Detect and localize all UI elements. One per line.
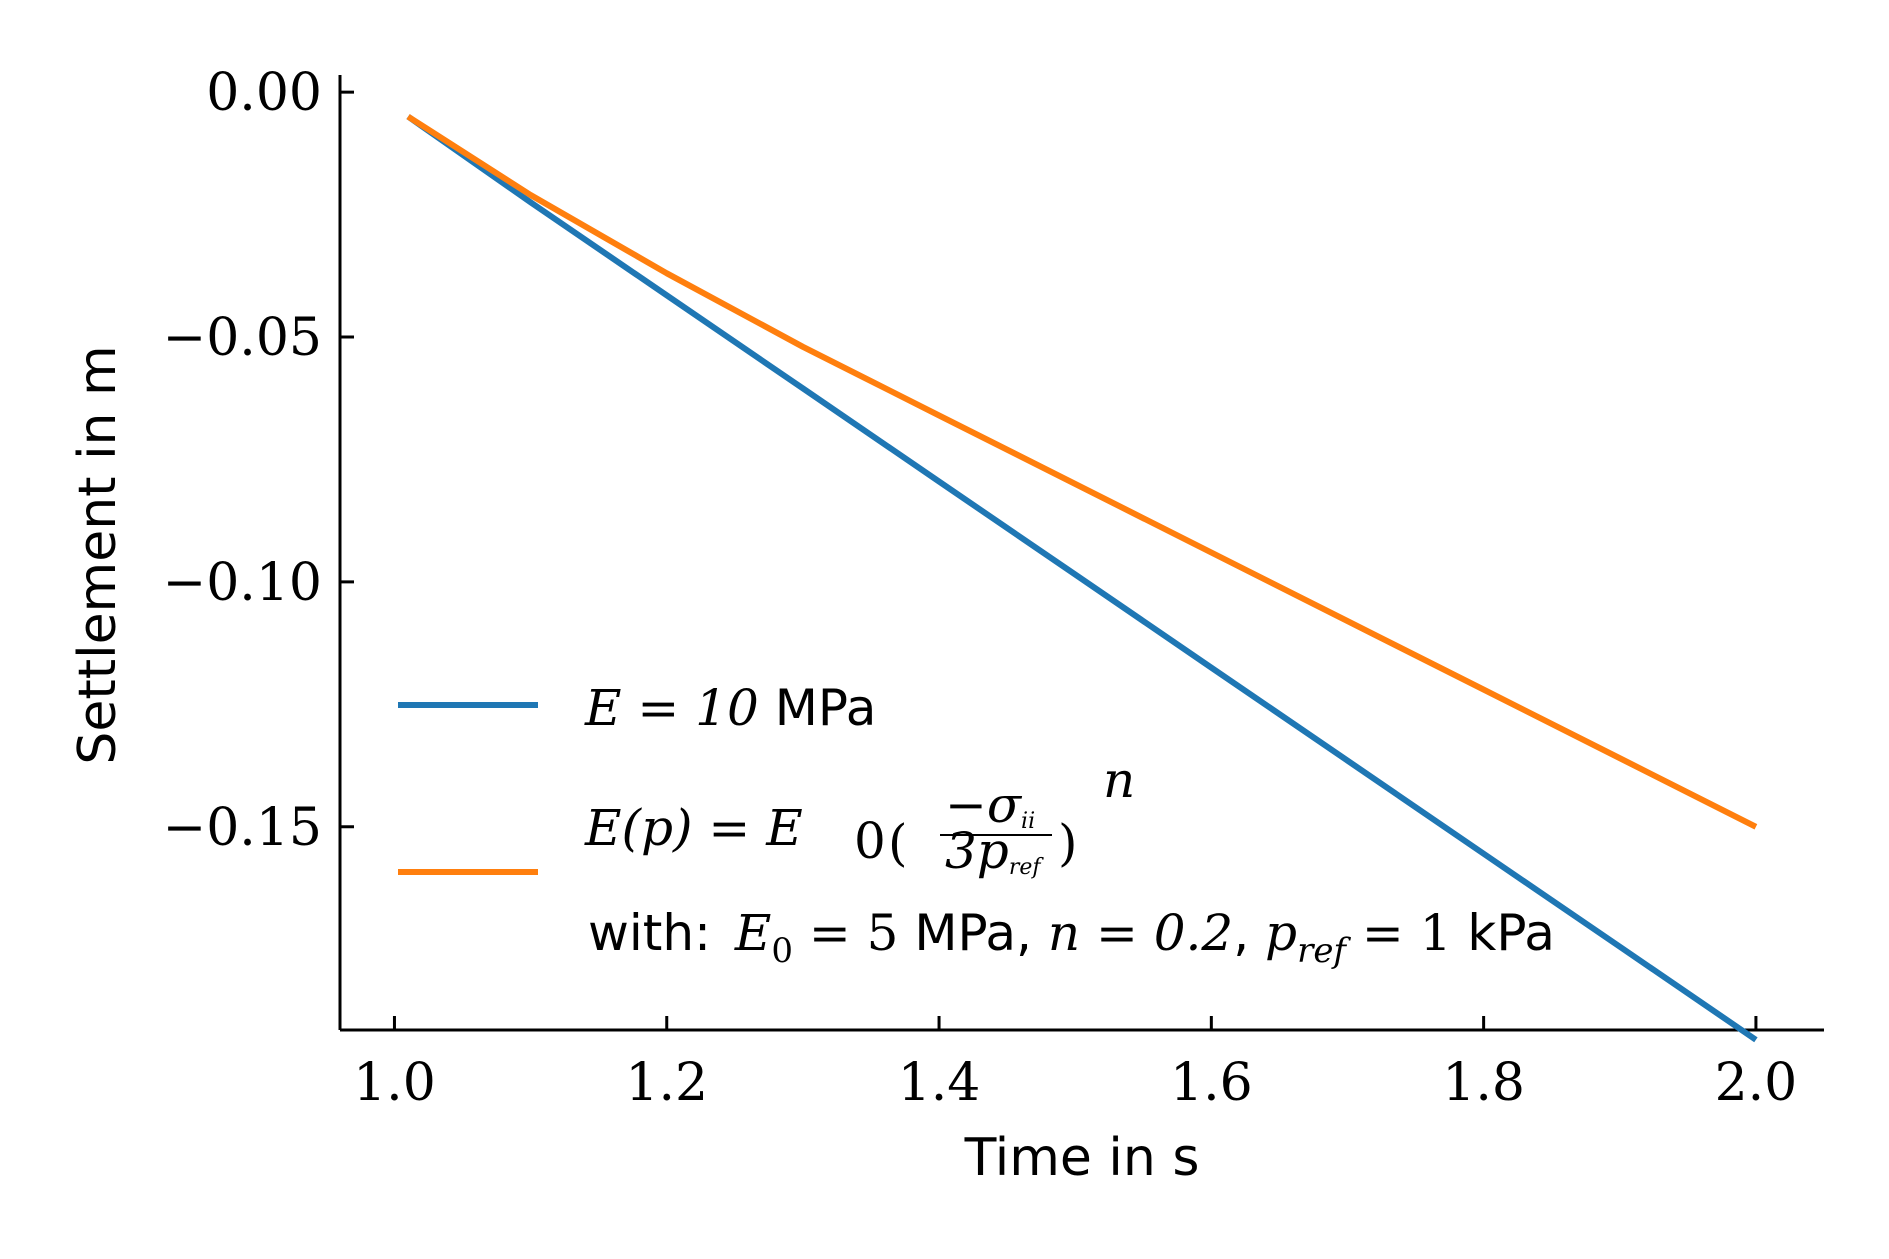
y-tick-label: 0.00 <box>206 63 322 123</box>
y-axis-ticks: 0.00 −0.05 −0.10 −0.15 <box>163 63 354 858</box>
x-tick-label: 2.0 <box>1715 1053 1798 1113</box>
x-axis-ticks: 1.0 1.2 1.4 1.6 1.8 2.0 <box>353 1016 1797 1113</box>
legend-2-e0-sub: 0 <box>854 812 886 870</box>
y-tick-label: −0.15 <box>163 798 322 858</box>
legend-2-left-paren: ( <box>888 814 908 872</box>
legend-1-unit: MPa <box>759 679 877 737</box>
legend-2-frac-numerator: −σii <box>945 776 1035 834</box>
x-tick-label: 1.0 <box>353 1053 436 1113</box>
legend-2-lhs: E(p) = E <box>584 799 803 857</box>
y-tick-label: −0.10 <box>163 553 322 613</box>
x-tick-label: 1.8 <box>1442 1053 1525 1113</box>
legend-2-right-paren: ) <box>1058 814 1078 872</box>
legend: E = 10 MPa E(p) = E 0 ( −σii 3pref ) n w… <box>398 679 1555 971</box>
legend-2-exponent: n <box>1103 751 1135 809</box>
legend-2-frac-denominator: 3pref <box>945 822 1044 880</box>
x-axis-label: Time in s <box>964 1128 1200 1188</box>
series-line-1 <box>406 114 1758 1043</box>
legend-label-series-1: E = 10 MPa <box>584 679 876 737</box>
x-tick-label: 1.4 <box>898 1053 981 1113</box>
legend-1-math: E = 10 <box>584 679 759 737</box>
x-tick-label: 1.6 <box>1170 1053 1253 1113</box>
legend-label-series-2: E(p) = E 0 ( −σii 3pref ) n with: E0 = 5… <box>584 751 1555 971</box>
series-lines <box>406 114 1758 1043</box>
y-axis-label: Settlement in m <box>68 345 128 764</box>
series-line-2 <box>406 114 1758 830</box>
y-tick-label: −0.05 <box>163 308 322 368</box>
x-tick-label: 1.2 <box>625 1053 708 1113</box>
legend-2-with-line: with: E0 = 5 MPa, n = 0.2, pref = 1 kPa <box>588 904 1555 971</box>
